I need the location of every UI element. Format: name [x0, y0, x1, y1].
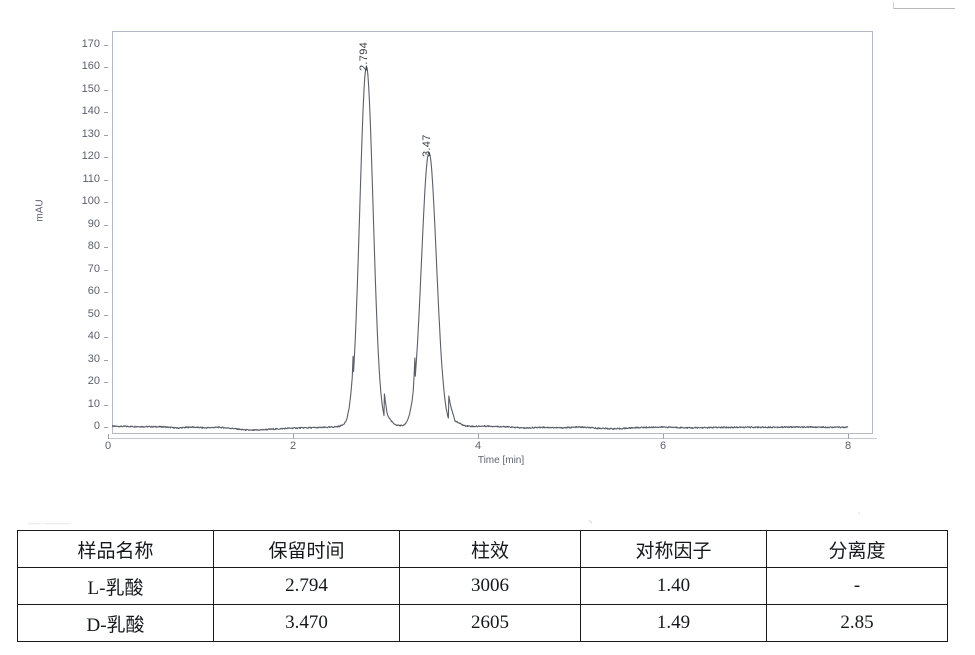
x-tick-label: 2 [289, 440, 297, 452]
y-tick-mark [104, 89, 108, 91]
x-tick-mark [663, 434, 664, 439]
y-tick-mark [104, 427, 108, 429]
y-tick-mark [104, 269, 108, 271]
table-header-cell: 对称因子 [580, 530, 767, 568]
plot-frame [112, 31, 873, 434]
y-tick-label: 130 [81, 127, 100, 140]
top-right-artifact-line [893, 8, 955, 9]
table-cell: 1.49 [580, 604, 767, 642]
y-tick-mark [104, 224, 108, 226]
x-axis-title-text: Time [min] [477, 455, 525, 466]
artifact-fragment-c: ' [858, 512, 861, 523]
x-tick-mark [848, 434, 849, 439]
y-tick-label: 50 [87, 307, 100, 320]
y-tick-mark [104, 359, 108, 361]
y-tick-mark [104, 179, 108, 181]
table-cell: 3006 [399, 567, 581, 605]
x-axis-line [108, 438, 877, 439]
y-tick-label: 70 [87, 262, 100, 275]
y-tick-mark [104, 247, 108, 249]
y-tick-label: 170 [81, 37, 100, 50]
x-axis-title: Time [min] [0, 455, 975, 466]
x-tick-mark [293, 434, 294, 439]
y-tick-mark [104, 44, 108, 46]
artifact-fragment-b: 、 [588, 512, 602, 526]
results-table-head: 样品名称 保留时间 柱效 对称因子 分离度 [17, 530, 948, 568]
peak-label-2: 3.47 [420, 133, 433, 157]
y-tick-label: 100 [81, 195, 100, 208]
chromatogram-trace [112, 66, 849, 431]
results-table: 样品名称 保留时间 柱效 对称因子 分离度 L-乳酸 2.794 3006 1.40- D-乳酸… [17, 530, 948, 642]
table-cell: D-乳酸 [17, 604, 214, 642]
table-cell: 2.794 [213, 567, 400, 605]
y-tick-label: 120 [81, 150, 100, 163]
y-tick-mark [104, 337, 108, 339]
y-tick-mark [104, 67, 108, 69]
y-tick-mark [104, 314, 108, 316]
table-header-cell: 样品名称 [17, 530, 214, 568]
y-tick-label: 0 [93, 420, 100, 433]
x-tick-mark [108, 434, 109, 439]
y-tick-mark [104, 157, 108, 159]
top-right-artifact-tick [893, 2, 894, 9]
y-tick-label: 10 [87, 397, 100, 410]
y-tick-label: 30 [87, 352, 100, 365]
table-cell: 2605 [399, 604, 581, 642]
table-header-cell: 柱效 [399, 530, 581, 568]
y-tick-label: 150 [81, 82, 100, 95]
x-tick-label: 0 [104, 440, 112, 452]
x-tick-label: 6 [659, 440, 667, 452]
chromatogram-figure: mAU 0 10 20 30 40 50 60 70 80 90 100 110 120 130 140 15… [34, 31, 877, 466]
results-table-container: 样品名称 保留时间 柱效 对称因子 分离度 L-乳酸 2.794 3006 1.40- D-乳酸… [17, 530, 948, 642]
x-tick-mark [478, 434, 479, 439]
y-tick-mark [104, 202, 108, 204]
peak-label-1: 2.794 [358, 41, 371, 72]
y-tick-label: 40 [87, 330, 100, 343]
above-table-artifact: — —— 、 ' [28, 512, 968, 528]
table-cell: - [766, 567, 948, 605]
table-header-cell: 分离度 [766, 530, 948, 568]
table-cell: 2.85 [766, 604, 948, 642]
results-table-body: L-乳酸 2.794 3006 1.40- D-乳酸 3.470 2605 1.49 2.85 [17, 567, 948, 642]
y-tick-label: 80 [87, 240, 100, 253]
trace-polyline [112, 66, 849, 431]
y-tick-label: 140 [81, 105, 100, 118]
table-row: D-乳酸 3.470 2605 1.49 2.85 [17, 604, 948, 642]
y-tick-mark [104, 134, 108, 136]
table-cell: 1.40 [580, 567, 767, 605]
y-tick-mark [104, 292, 108, 294]
table-cell: 3.470 [213, 604, 400, 642]
table-row: L-乳酸 2.794 3006 1.40- [17, 567, 948, 605]
artifact-fragment-a: — —— [28, 515, 71, 528]
y-tick-label: 20 [87, 375, 100, 388]
y-tick-mark [104, 112, 108, 114]
table-header-cell: 保留时间 [213, 530, 400, 568]
table-header-row: 样品名称 保留时间 柱效 对称因子 分离度 [17, 530, 948, 568]
x-tick-label: 8 [844, 440, 852, 452]
y-tick-label: 90 [87, 217, 100, 230]
table-cell: L-乳酸 [17, 567, 214, 605]
x-tick-label: 4 [474, 440, 482, 452]
y-tick-mark [104, 404, 108, 406]
y-axis-title: mAU [34, 199, 46, 222]
y-tick-label: 160 [81, 60, 100, 73]
y-tick-mark [104, 382, 108, 384]
y-tick-label: 60 [87, 285, 100, 298]
y-tick-label: 110 [82, 172, 100, 185]
